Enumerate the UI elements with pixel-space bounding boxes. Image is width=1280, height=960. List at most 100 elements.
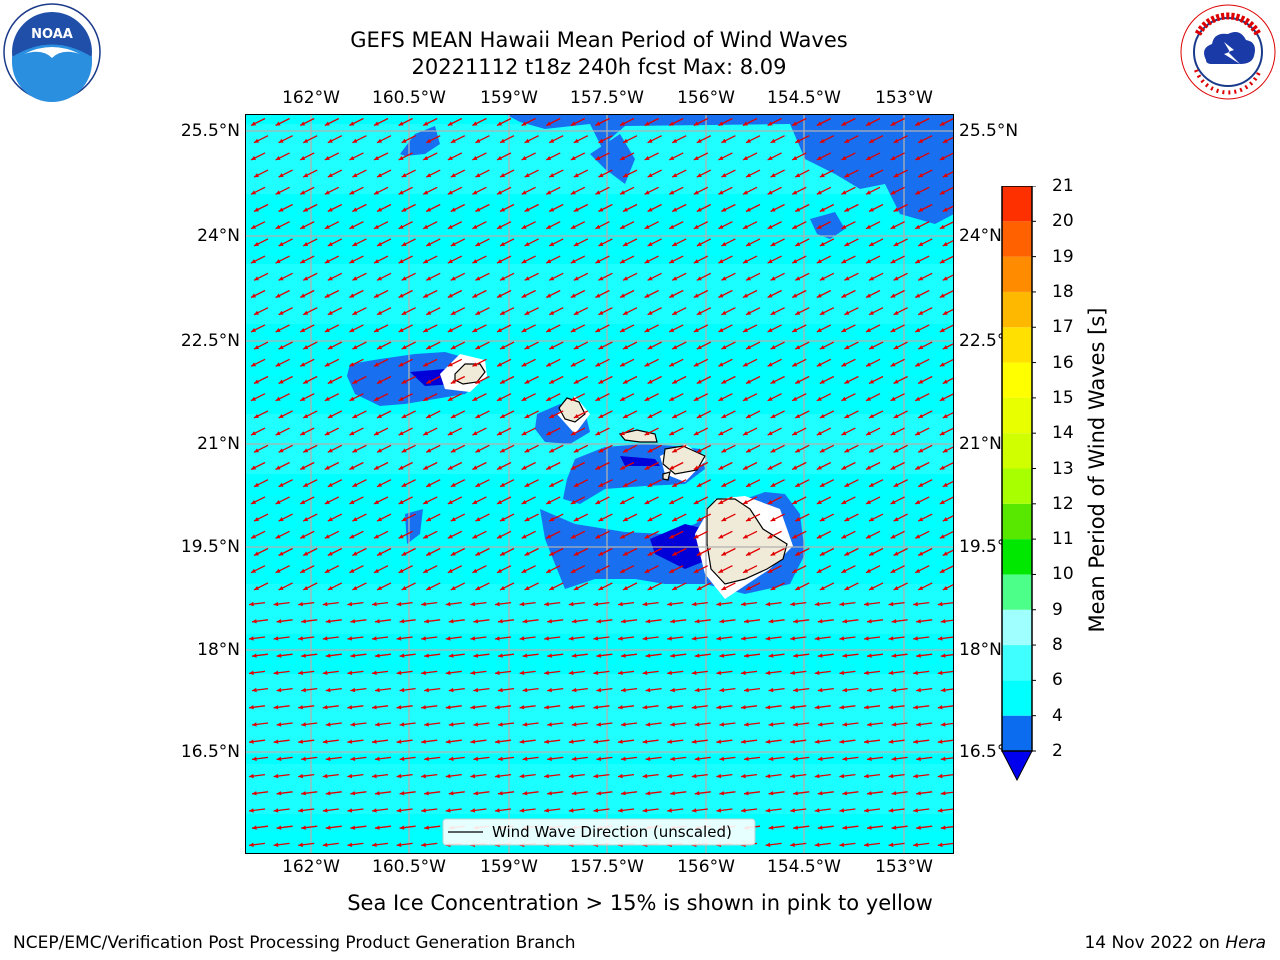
- wind-arrow: [817, 619, 834, 624]
- colorbar-segment: [1002, 397, 1032, 434]
- wind-arrow: [519, 808, 536, 813]
- wind-arrow: [647, 479, 662, 488]
- wind-arrow: [545, 255, 561, 264]
- wind-arrow: [519, 739, 536, 744]
- wind-arrow: [770, 341, 785, 350]
- wind-arrow: [398, 565, 413, 574]
- wind-arrow: [942, 445, 954, 453]
- wind-arrow: [842, 687, 859, 693]
- wind-arrow: [914, 117, 930, 127]
- wind-arrow: [519, 670, 536, 675]
- wind-arrow: [396, 842, 413, 847]
- wind-arrow: [250, 152, 266, 161]
- wind-arrow: [816, 117, 832, 127]
- wind-arrow: [494, 808, 512, 813]
- wind-arrow: [425, 479, 441, 488]
- wind-arrow: [299, 530, 315, 539]
- wind-arrow: [573, 582, 589, 591]
- wind-arrow: [622, 410, 638, 419]
- wind-arrow: [450, 341, 466, 350]
- wind-arrow: [888, 705, 905, 710]
- wind-arrow: [521, 358, 536, 367]
- wind-arrow: [693, 530, 709, 539]
- wind-arrow: [791, 324, 807, 333]
- wind-arrow: [917, 444, 933, 453]
- wind-arrow: [863, 842, 881, 847]
- wind-arrow: [570, 152, 586, 161]
- wind-arrow: [644, 221, 659, 230]
- wind-arrow: [299, 496, 315, 505]
- wind-arrow: [499, 307, 515, 316]
- wind-arrow: [473, 653, 490, 658]
- wind-arrow: [863, 705, 881, 710]
- wind-arrow: [691, 636, 708, 641]
- wind-arrow: [322, 842, 339, 847]
- wind-arrow: [401, 479, 416, 488]
- wind-arrow: [450, 238, 466, 247]
- wind-arrow: [863, 808, 881, 813]
- wind-arrow: [352, 169, 367, 178]
- wind-arrow: [939, 255, 954, 264]
- lon-label-bottom: 156°W: [677, 857, 735, 877]
- wind-arrow: [473, 756, 490, 761]
- wind-arrow: [450, 410, 466, 419]
- wind-arrow: [893, 479, 908, 488]
- wind-arrow: [373, 496, 389, 505]
- legend-label: Wind Wave Direction (unscaled): [492, 823, 732, 841]
- wind-arrow: [422, 289, 438, 299]
- wind-arrow: [598, 135, 613, 144]
- wind-arrow: [595, 393, 610, 402]
- footer-branch: NCEP/EMC/Verification Post Processing Pr…: [13, 933, 576, 953]
- wind-arrow: [347, 636, 364, 641]
- wind-arrow: [447, 289, 463, 299]
- wind-arrow: [544, 670, 561, 675]
- wind-arrow: [401, 410, 416, 419]
- wind-arrow: [447, 324, 463, 333]
- wind-arrow: [598, 547, 613, 557]
- wind-arrow: [276, 619, 293, 624]
- wind-arrow: [791, 461, 807, 471]
- wind-arrow: [691, 739, 708, 744]
- wind-arrow: [913, 773, 930, 779]
- wind-arrow: [573, 375, 589, 385]
- lon-label-top: 157.5°W: [570, 88, 644, 108]
- wind-arrow: [327, 135, 343, 144]
- wind-arrow: [324, 152, 340, 161]
- wind-arrow: [497, 791, 515, 796]
- wind-arrow: [598, 410, 613, 419]
- wind-arrow: [740, 670, 758, 675]
- wind-arrow: [273, 636, 290, 641]
- wind-arrow: [893, 135, 908, 144]
- wind-arrow: [844, 479, 859, 488]
- wind-arrow: [524, 582, 539, 591]
- wind-arrow: [399, 722, 416, 727]
- wind-arrow: [819, 479, 835, 488]
- wind-arrow: [619, 565, 635, 574]
- wind-arrow: [742, 152, 758, 161]
- colorbar-segment: [1002, 574, 1032, 610]
- wind-arrow: [475, 375, 490, 385]
- wind-arrow: [398, 324, 413, 333]
- wind-arrow: [273, 705, 290, 710]
- wind-arrow: [619, 358, 635, 367]
- wind-arrow: [494, 773, 512, 779]
- wind-arrow: [425, 513, 441, 522]
- wind-arrow: [745, 307, 761, 316]
- wind-arrow: [327, 341, 343, 350]
- wind-arrow: [398, 186, 413, 195]
- wind-arrow: [914, 461, 930, 471]
- wind-arrow: [939, 565, 954, 574]
- wind-arrow: [422, 324, 438, 333]
- wind-arrow: [718, 117, 733, 127]
- wind-arrow: [765, 636, 782, 641]
- colorbar-tick-label: 11: [1052, 529, 1074, 550]
- wind-arrow: [425, 547, 441, 557]
- wind-arrow: [545, 289, 561, 299]
- colorbar-segment: [1002, 256, 1032, 292]
- wind-arrow: [571, 653, 588, 658]
- wind-arrow: [693, 358, 709, 367]
- wind-arrow: [401, 135, 416, 144]
- wind-arrow: [299, 324, 315, 333]
- wind-arrow: [373, 152, 389, 161]
- wind-arrow: [350, 653, 367, 658]
